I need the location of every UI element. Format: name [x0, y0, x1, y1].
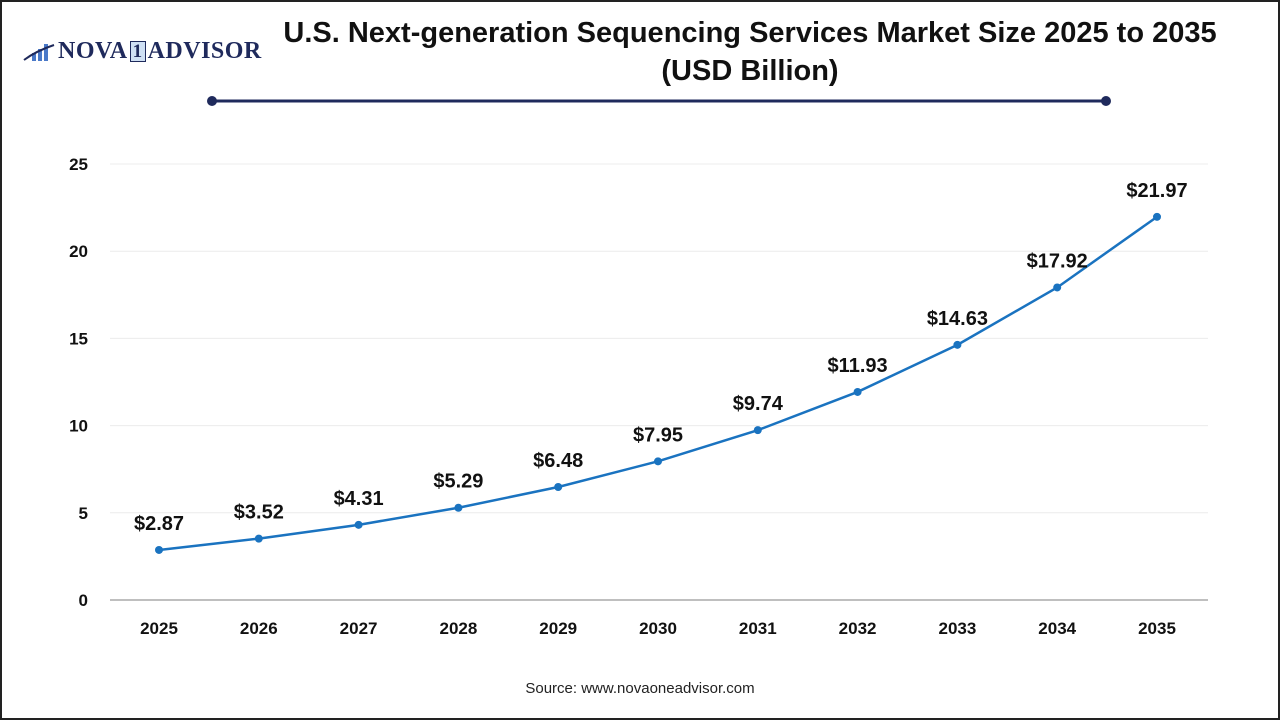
x-tick-label: 2033	[938, 619, 976, 638]
data-point	[254, 534, 263, 543]
data-label: $11.93	[828, 355, 888, 377]
x-tick-label: 2032	[839, 619, 877, 638]
logo-text-left: NOVA	[58, 38, 128, 64]
data-point	[654, 457, 662, 466]
x-tick-label: 2028	[439, 619, 477, 638]
data-point	[354, 520, 363, 529]
y-tick-label: 25	[69, 155, 88, 174]
logo-mark: 1	[129, 41, 146, 62]
source-note: Source: www.novaoneadvisor.com	[525, 680, 755, 697]
data-point	[953, 340, 962, 349]
logo-text-right: ADVISOR	[147, 38, 262, 64]
y-tick-label: 0	[79, 591, 88, 610]
data-point	[1153, 212, 1161, 221]
data-label: $7.95	[633, 424, 683, 446]
data-point	[753, 426, 762, 435]
series-line	[158, 215, 1158, 552]
data-label: $17.92	[1027, 250, 1088, 272]
data-label: $4.31	[334, 488, 384, 510]
x-tick-label: 2031	[739, 619, 777, 638]
x-tick-label: 2035	[1138, 619, 1176, 638]
y-tick-label: 20	[69, 242, 88, 261]
data-point	[554, 482, 563, 491]
data-point	[853, 387, 862, 396]
data-point	[454, 503, 463, 512]
chart-title: U.S. Next-generation Sequencing Services…	[283, 17, 1217, 87]
data-label: $5.29	[433, 471, 483, 493]
title-rule-dot-left	[207, 96, 217, 106]
x-tick-label: 2029	[539, 619, 577, 638]
data-label: $2.87	[134, 513, 184, 535]
y-tick-label: 15	[69, 329, 88, 348]
y-tick-label: 5	[79, 504, 88, 523]
y-tick-label: 10	[69, 417, 88, 436]
data-point	[155, 545, 163, 554]
data-label: $14.63	[927, 308, 988, 330]
data-label: $3.52	[234, 502, 284, 524]
nova-advisor-logo: NOVA 1 ADVISOR	[22, 38, 262, 65]
x-tick-label: 2027	[340, 619, 378, 638]
title-rule-dot-right	[1101, 96, 1111, 106]
data-label: $9.74	[733, 393, 784, 415]
x-tick-label: 2025	[140, 619, 178, 638]
data-point	[1053, 283, 1062, 292]
data-label: $6.48	[533, 450, 583, 472]
bar-chart-logo-icon	[23, 43, 55, 61]
data-label: $21.97	[1126, 180, 1187, 202]
x-tick-label: 2026	[240, 619, 278, 638]
x-tick-label: 2034	[1038, 619, 1076, 638]
x-tick-label: 2030	[639, 619, 677, 638]
